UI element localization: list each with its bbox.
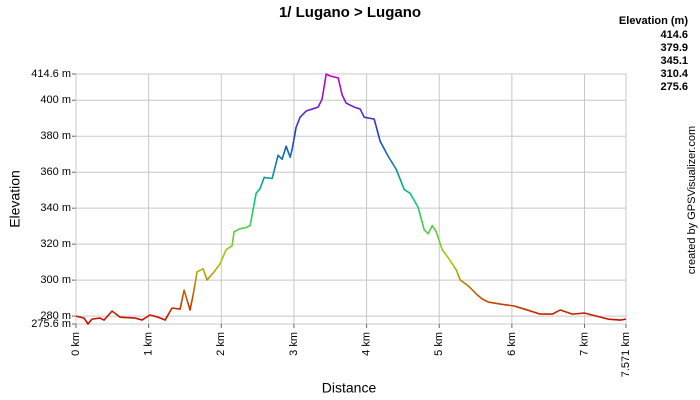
x-tick-label: 6 km: [506, 332, 518, 356]
x-tick-label: 7 km: [578, 332, 590, 356]
credit: created by GPSVisualizer.com: [686, 126, 698, 274]
x-tick-label: 1 km: [143, 332, 155, 356]
y-tick-label: 275.6 m: [31, 318, 71, 330]
plot-area: [75, 73, 627, 325]
y-tick-label: 280 m: [40, 310, 71, 322]
x-tick-label: 2 km: [215, 332, 227, 356]
y-tick-label: 400 m: [40, 94, 71, 106]
x-tick-label: 5 km: [433, 332, 445, 356]
legend-value: 345.1: [660, 55, 688, 67]
legend-value: 275.6: [660, 81, 688, 93]
x-tick-label: 3 km: [288, 332, 300, 356]
x-tick-label: 4 km: [360, 332, 372, 356]
legend-title: Elevation (m): [619, 15, 688, 27]
x-tick-label: 0 km: [70, 332, 82, 356]
x-tick-label: 7.571 km: [620, 332, 632, 377]
y-tick-label: 340 m: [40, 202, 71, 214]
legend-value: 379.9: [660, 42, 688, 54]
chart-title: 1/ Lugano > Lugano: [279, 4, 421, 21]
x-axis-label: Distance: [322, 380, 377, 396]
legend-value: 414.6: [660, 29, 688, 41]
legend-value: 310.4: [660, 68, 688, 80]
y-tick-label: 320 m: [40, 238, 71, 250]
y-tick-label: 414.6 m: [31, 68, 71, 80]
y-tick-label: 380 m: [40, 130, 71, 142]
y-tick-label: 360 m: [40, 166, 71, 178]
y-axis-label: Elevation: [7, 170, 23, 228]
elevation-line: [75, 73, 627, 325]
y-tick-label: 300 m: [40, 274, 71, 286]
